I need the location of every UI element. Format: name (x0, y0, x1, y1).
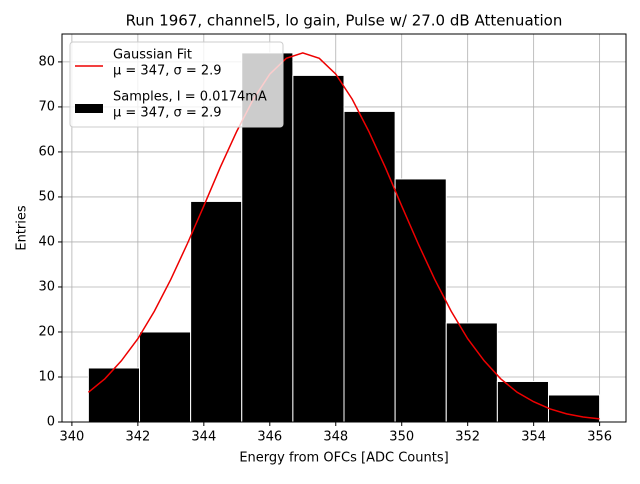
legend-label: μ = 347, σ = 2.9 (113, 106, 222, 121)
y-tick-label: 10 (38, 369, 55, 384)
chart-title: Run 1967, channel5, lo gain, Pulse w/ 27… (126, 12, 563, 30)
histogram-bar (496, 380, 549, 423)
x-tick-label: 348 (323, 430, 348, 445)
y-tick-label: 60 (38, 144, 55, 159)
histogram-bar (190, 200, 243, 423)
x-tick-label: 356 (587, 430, 612, 445)
y-tick-label: 0 (47, 415, 55, 430)
legend-label: μ = 347, σ = 2.9 (113, 64, 222, 79)
y-tick-label: 40 (38, 234, 55, 249)
y-tick-label: 30 (38, 279, 55, 294)
y-tick-label: 20 (38, 324, 55, 339)
histogram-bar (394, 178, 447, 423)
histogram-bar (445, 322, 498, 423)
legend-box (69, 41, 284, 128)
y-axis-label: Entries (15, 205, 30, 251)
legend-label: Gaussian Fit (113, 48, 192, 63)
y-tick-label: 80 (38, 54, 55, 69)
legend-label: Samples, I = 0.0174mA (113, 90, 267, 105)
x-tick-label: 344 (191, 430, 216, 445)
legend-patch (75, 104, 103, 113)
x-axis-label: Energy from OFCs [ADC Counts] (239, 451, 448, 466)
x-tick-label: 354 (521, 430, 546, 445)
x-tick-label: 342 (125, 430, 150, 445)
x-tick-label: 352 (455, 430, 480, 445)
histogram-bar (139, 331, 192, 423)
fit-line (87, 52, 600, 420)
histogram-bar (87, 367, 141, 423)
histogram-bar (343, 110, 396, 423)
histogram-bar (292, 74, 345, 423)
y-tick-label: 50 (38, 189, 55, 204)
axes-frame (61, 33, 627, 423)
y-tick-label: 70 (38, 99, 55, 114)
x-tick-label: 350 (389, 430, 414, 445)
x-tick-label: 346 (257, 430, 282, 445)
x-tick-label: 340 (59, 430, 84, 445)
